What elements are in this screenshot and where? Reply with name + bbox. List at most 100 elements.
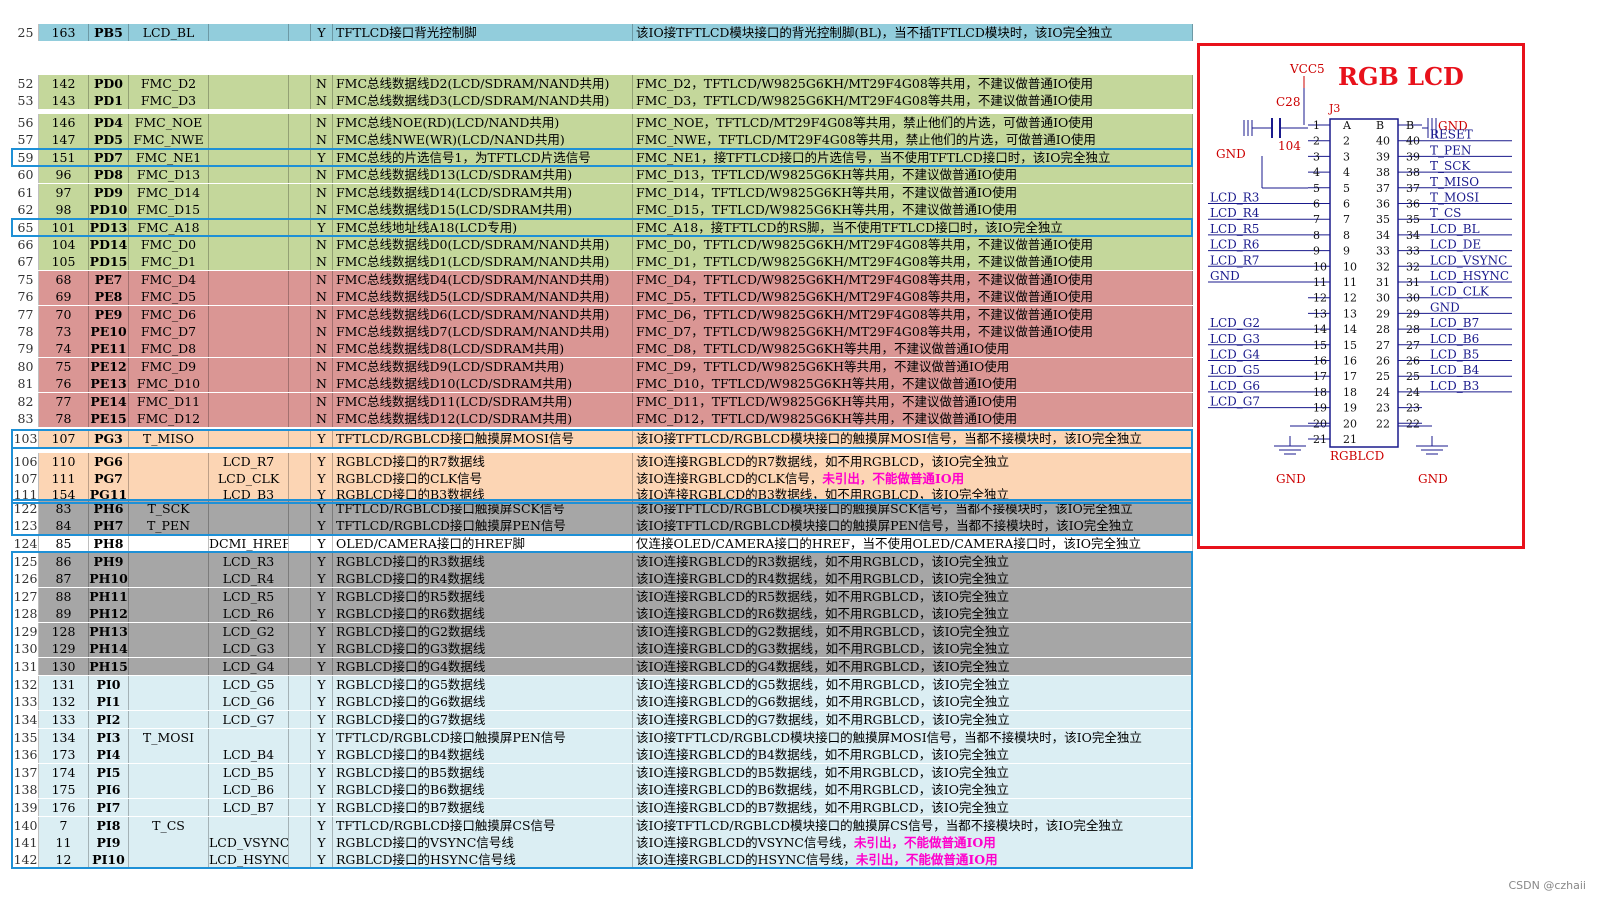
cell-desc: FMC总线NOE(RD)(LCD/NAND共用) [333,114,633,131]
table-row: 142 12 PI10 LCD_HSYNC Y RGBLCD接口的HSYNC信号线 该IO连… [13,851,1193,868]
cell-fmc: FMC_D10 [129,375,209,392]
pin-inner-right: 37 [1376,182,1390,195]
cell-desc: RGBLCD接口的G4数据线 [333,658,633,675]
cell-idx: 83 [13,410,39,427]
cell-note: 该IO接TFTLCD/RGBLCD模块接口的触摸屏MOSI信号，当都不接模块时，… [633,430,1193,447]
cell-col [289,75,311,92]
cell-fmc: T_MOSI [129,729,209,746]
table-row: 139 176 PI7 LCD_B7 Y RGBLCD接口的B7数据线 该IO连接RGBLC… [13,799,1193,816]
cell-num: 83 [39,500,89,517]
cell-flag: Y [311,605,333,622]
pin-inner-left: 13 [1343,307,1357,320]
cell-note: 该IO连接RGBLCD的R5数据线，如不用RGBLCD，该IO完全独立 [633,588,1193,605]
table-row: 141 11 PI9 LCD_VSYNC Y RGBLCD接口的VSYNC信号线 该IO连接… [13,834,1193,851]
cell-fmc [129,623,209,640]
cell-lcd: LCD_R5 [209,588,289,605]
cell-pin: PE10 [89,323,129,340]
cell-pin: PE11 [89,340,129,357]
cell-fmc: FMC_NWE [129,131,209,148]
pin-inner-left: 12 [1343,292,1357,305]
cell-col [289,92,311,109]
cell-desc: TFTLCD/RGBLCD接口触摸屏PEN信号 [333,729,633,746]
cell-desc: TFTLCD接口背光控制脚 [333,24,633,41]
net-label-right: T_PEN [1430,143,1471,157]
cell-fmc: FMC_NE1 [129,149,209,166]
connector-body [1329,118,1399,448]
cell-note: FMC_NE1，接TFTLCD接口的片选信号，当不使用TFTLCD接口时，该IO… [633,149,1193,166]
pin-number-right: 32 [1406,260,1420,273]
cell-flag: Y [311,570,333,587]
cell-fmc [129,658,209,675]
cell-note: FMC_D3，TFTLCD/W9825G6KH/MT29F4G08等共用，不建议… [633,92,1193,109]
cell-idx: 140 [13,817,39,834]
cell-flag: Y [311,817,333,834]
cell-fmc [129,764,209,781]
cell-lcd [209,166,289,183]
cell-pin: PB5 [89,24,129,41]
table-row: 81 76 PE13 FMC_D10 N FMC总线数据线D10(LCD/SDRAM共用)… [13,375,1193,392]
cell-idx: 75 [13,271,39,288]
note-highlight: 未引出，不能做普通IO用 [854,835,996,850]
cell-col [289,306,311,323]
cell-lcd: LCD_G5 [209,676,289,693]
cell-idx: 138 [13,781,39,798]
cell-pin: PH15 [89,658,129,675]
cell-fmc: FMC_D7 [129,323,209,340]
cell-col [289,729,311,746]
cell-idx: 66 [13,236,39,253]
net-label-right: LCD_VSYNC [1430,253,1507,267]
cell-note: 该IO连接RGBLCD的R3数据线，如不用RGBLCD，该IO完全独立 [633,553,1193,570]
cell-num: 96 [39,166,89,183]
pin-number-right: 22 [1406,417,1420,430]
cell-lcd [209,201,289,218]
pin-number-right: 35 [1406,213,1420,226]
cell-lcd [209,236,289,253]
cell-flag: N [311,375,333,392]
table-row: 103 107 PG3 T_MISO Y TFTLCD/RGBLCD接口触摸屏MOSI信号… [13,430,1193,447]
cell-flag: N [311,92,333,109]
cell-note: 该IO接TFTLCD/RGBLCD模块接口的触摸屏CS信号，当都不接模块时，该I… [633,817,1193,834]
cell-flag: Y [311,486,333,503]
cell-pin: PG3 [89,430,129,447]
cell-desc: RGBLCD接口的G6数据线 [333,693,633,710]
net-label-left: LCD_R4 [1210,206,1260,220]
pin-number-left: 6 [1313,198,1320,211]
cell-lcd: LCD_G2 [209,623,289,640]
cell-flag: Y [311,676,333,693]
cell-num: 74 [39,340,89,357]
cell-desc: FMC总线数据线D13(LCD/SDRAM共用) [333,166,633,183]
cell-flag: Y [311,834,333,851]
cell-fmc [129,535,209,552]
cell-lcd: LCD_B5 [209,764,289,781]
table-row: 123 84 PH7 T_PEN Y TFTLCD/RGBLCD接口触摸屏PEN信号 该IO… [13,517,1193,534]
cell-idx: 137 [13,764,39,781]
cell-note: 该IO连接RGBLCD的R7数据线，如不用RGBLCD，该IO完全独立 [633,453,1193,470]
cell-lcd [209,393,289,410]
pin-number-left: 11 [1313,276,1327,289]
cell-col [289,834,311,851]
cell-idx: 129 [13,623,39,640]
table-row: 136 173 PI4 LCD_B4 Y RGBLCD接口的B4数据线 该IO连接RGBLC… [13,746,1193,763]
cell-flag: Y [311,623,333,640]
cell-desc: RGBLCD接口的G5数据线 [333,676,633,693]
cell-num: 107 [39,430,89,447]
cell-desc: RGBLCD接口的R5数据线 [333,588,633,605]
cell-desc: RGBLCD接口的VSYNC信号线 [333,834,633,851]
cell-desc: FMC总线数据线D8(LCD/SDRAM共用) [333,340,633,357]
table-row: 125 86 PH9 LCD_R3 Y RGBLCD接口的R3数据线 该IO连接RGBLCD… [13,553,1193,570]
table-row: 59 151 PD7 FMC_NE1 Y FMC总线的片选信号1，为TFTLCD片选信号 F… [13,149,1193,166]
cell-fmc: FMC_D9 [129,358,209,375]
cell-idx: 59 [13,149,39,166]
cell-fmc: FMC_D3 [129,92,209,109]
cell-flag: N [311,306,333,323]
cell-pin: PI7 [89,799,129,816]
pin-number-right: 26 [1406,355,1420,368]
table-row: 62 98 PD10 FMC_D15 N FMC总线数据线D15(LCD/SDRAM共用)… [13,201,1193,218]
cell-note: FMC_NWE，TFTLCD/MT29F4G08等共用，禁止他们的片选，可做普通… [633,131,1193,148]
cell-flag: Y [311,729,333,746]
cell-lcd: LCD_G7 [209,711,289,728]
cell-col [289,236,311,253]
cell-idx: 76 [13,288,39,305]
cell-fmc: T_SCK [129,500,209,517]
pin-inner-left: 9 [1343,245,1350,258]
